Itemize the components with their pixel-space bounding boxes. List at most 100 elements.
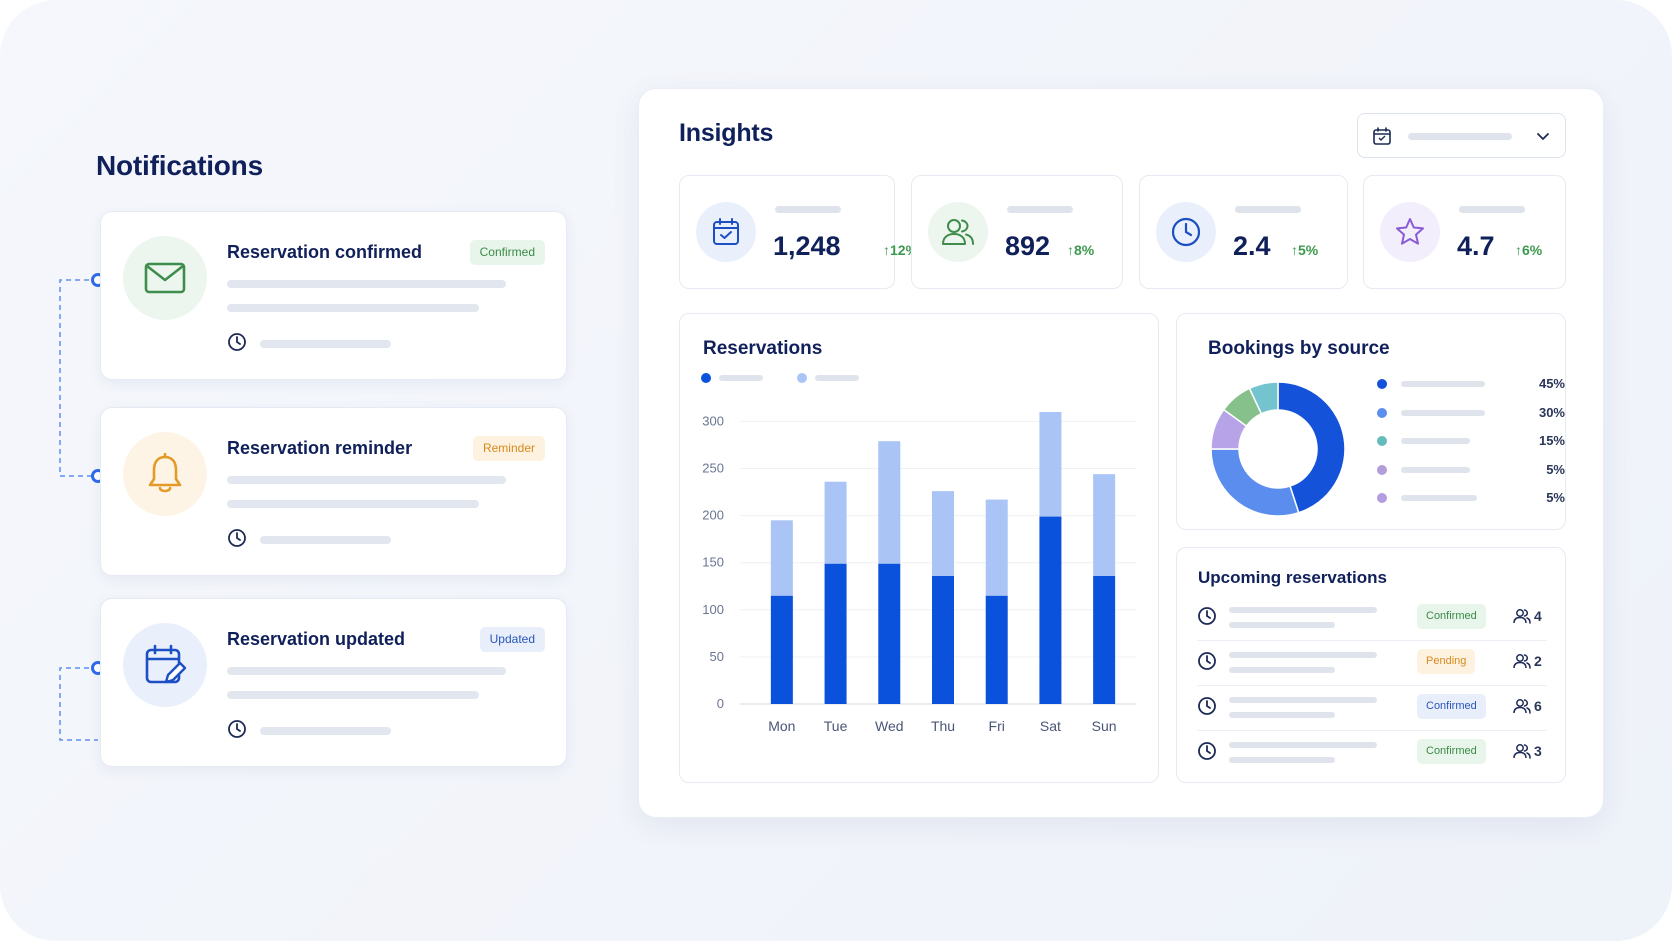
bar-sat-series-1[interactable] — [1039, 516, 1062, 704]
legend-dot — [797, 373, 807, 383]
stat-card-reservations[interactable]: 1,248 ↑12% — [679, 175, 918, 289]
clock-icon — [1198, 697, 1216, 715]
upcoming-reservation-row[interactable]: Confirmed 3 — [1197, 731, 1547, 775]
text-placeholder — [1229, 697, 1377, 703]
legend-label-placeholder — [1401, 409, 1485, 416]
x-tick-label: Fri — [989, 718, 1005, 734]
notification-card-reminder[interactable]: Reservation reminder Reminder — [100, 407, 567, 576]
y-tick-label: 250 — [702, 461, 724, 476]
stat-value: 2.4 — [1233, 231, 1271, 261]
bar-sun-series-2[interactable] — [1093, 474, 1116, 576]
guests-icon — [1513, 654, 1531, 669]
y-tick-label: 100 — [702, 602, 724, 617]
stat-change: ↑12% — [883, 242, 919, 258]
bar-fri-series-1[interactable] — [985, 595, 1008, 704]
notification-title: Reservation confirmed — [227, 242, 423, 262]
bar-wed-series-1[interactable] — [878, 563, 901, 704]
legend-dot — [1377, 436, 1387, 446]
y-tick-label: 300 — [702, 413, 724, 428]
bell-icon — [123, 432, 207, 516]
legend-label-placeholder — [1401, 495, 1477, 501]
bar-thu-series-2[interactable] — [932, 491, 954, 576]
legend-percent: 45% — [1538, 376, 1565, 391]
insights-title: Insights — [679, 119, 774, 147]
notification-card-updated[interactable]: Reservation updated Updated — [100, 598, 567, 767]
stat-label-placeholder — [775, 206, 841, 213]
legend-dot — [1377, 493, 1387, 503]
notification-card-confirmed[interactable]: Reservation confirmed Confirmed — [100, 211, 567, 380]
star-icon — [1380, 202, 1440, 262]
y-tick-label: 50 — [710, 649, 724, 664]
text-placeholder — [1229, 667, 1335, 673]
bar-sat-series-2[interactable] — [1039, 412, 1062, 517]
clock-icon — [1198, 742, 1216, 760]
legend-dot — [1377, 379, 1387, 389]
upcoming-reservation-row[interactable]: Confirmed 6 — [1197, 686, 1547, 730]
chart-title: Reservations — [703, 338, 823, 359]
bookings-by-source-card: Bookings by source 45% 30% 15% 5% 5% — [1176, 313, 1566, 530]
x-tick-label: Sat — [1040, 718, 1061, 734]
status-badge: Pending — [1417, 649, 1476, 674]
date-range-picker[interactable] — [1357, 113, 1566, 158]
guest-count: 4 — [1534, 608, 1542, 624]
clock-icon — [1198, 652, 1216, 670]
bar-mon-series-1[interactable] — [770, 595, 793, 704]
bar-wed-series-2[interactable] — [878, 441, 901, 564]
upcoming-reservation-row[interactable]: Confirmed 4 — [1197, 596, 1547, 640]
stat-card-rating[interactable]: 4.7 ↑6% — [1363, 175, 1566, 289]
text-placeholder — [1229, 622, 1335, 628]
text-placeholder — [227, 500, 479, 508]
bar-fri-series-2[interactable] — [985, 499, 1008, 596]
donut-legend-row: 45% — [1377, 376, 1672, 392]
x-tick-label: Thu — [931, 718, 955, 734]
legend-percent: 15% — [1538, 433, 1565, 448]
stat-change: ↑6% — [1515, 242, 1543, 258]
mail-icon — [123, 236, 207, 320]
stat-card-duration[interactable]: 2.4 ↑5% — [1139, 175, 1348, 289]
y-tick-label: 200 — [702, 508, 724, 523]
clock-icon — [1156, 202, 1216, 262]
notifications-title: Notifications — [96, 150, 263, 181]
donut-legend-row: 15% — [1377, 433, 1672, 449]
donut-slice[interactable] — [1277, 381, 1346, 514]
text-placeholder — [227, 667, 506, 675]
text-placeholder — [1229, 652, 1377, 658]
y-tick-label: 150 — [702, 555, 724, 570]
stat-card-guests[interactable]: 892 ↑8% — [911, 175, 1123, 289]
status-badge: Confirmed — [1417, 604, 1486, 629]
calendar-icon — [1373, 127, 1391, 145]
bar-thu-series-1[interactable] — [932, 575, 954, 704]
bar-sun-series-1[interactable] — [1093, 575, 1116, 704]
upcoming-reservations-card: Upcoming reservations Confirmed 4 Pending 2… — [1176, 547, 1566, 783]
legend-label-placeholder — [1401, 438, 1470, 444]
calendar-edit-icon — [123, 623, 207, 707]
status-badge: Confirmed — [469, 240, 545, 265]
stat-change: ↑8% — [1067, 242, 1095, 258]
time-placeholder — [260, 536, 391, 544]
insights-panel: Insights 1,248 ↑12% 892 ↑8% — [638, 88, 1604, 818]
guests-icon — [1513, 609, 1531, 624]
x-tick-label: Tue — [824, 718, 848, 734]
bar-tue-series-2[interactable] — [824, 481, 847, 564]
bar-tue-series-1[interactable] — [824, 563, 847, 704]
clock-icon — [228, 529, 246, 547]
time-placeholder — [260, 727, 391, 735]
text-placeholder — [1229, 607, 1377, 613]
stat-value: 892 — [1005, 231, 1051, 261]
status-badge: Reminder — [472, 436, 545, 461]
status-badge: Confirmed — [1417, 739, 1486, 764]
donut-legend-row: 5% — [1377, 462, 1672, 478]
bar-mon-series-2[interactable] — [770, 520, 793, 596]
legend-percent: 5% — [1546, 461, 1565, 477]
donut-legend-row: 30% — [1377, 405, 1672, 421]
bookings-donut-chart — [1210, 381, 1346, 517]
users-icon — [928, 202, 988, 262]
upcoming-reservation-row[interactable]: Pending 2 — [1197, 641, 1547, 685]
donut-slice[interactable] — [1210, 448, 1300, 517]
notification-title: Reservation reminder — [227, 438, 413, 458]
donut-slice[interactable] — [1248, 381, 1279, 415]
stat-change: ↑5% — [1291, 242, 1319, 258]
legend-label-placeholder — [1401, 466, 1470, 473]
y-tick-label: 0 — [717, 696, 724, 711]
legend-percent: 5% — [1546, 490, 1565, 505]
